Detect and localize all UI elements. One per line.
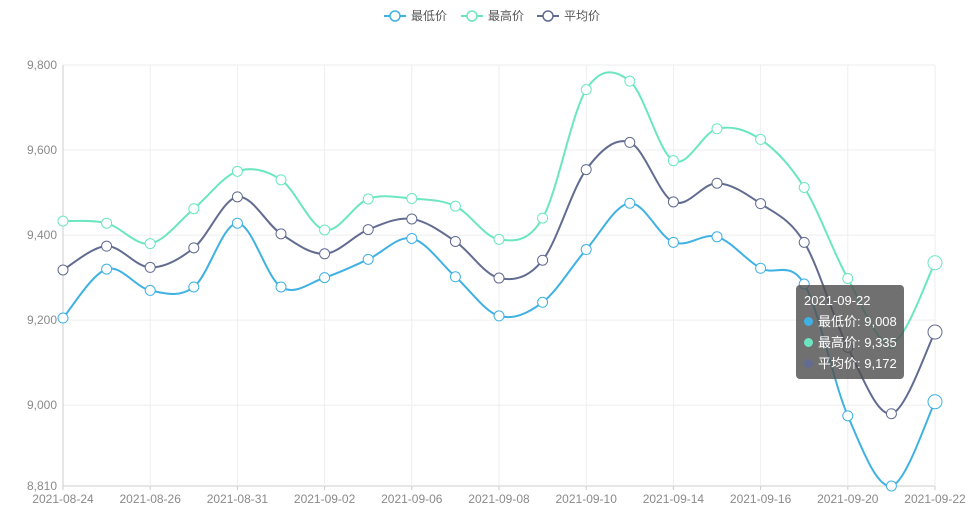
data-point: [362, 193, 374, 205]
x-tick-label: 2021-09-02: [294, 492, 356, 506]
data-point: [319, 272, 331, 284]
tooltip-dot-min: [804, 317, 813, 326]
data-point: [493, 233, 505, 245]
x-tick-label: 2021-08-26: [120, 492, 182, 506]
axes: 8,810 9,000 9,200 9,400 9,600 9,800 2021-08-24…: [27, 58, 966, 506]
x-tick-label: 2021-09-10: [556, 492, 618, 506]
tooltip-date: 2021-09-22: [804, 293, 871, 308]
data-point: [406, 193, 418, 205]
tooltip-avg-label: 平均价: 9,172: [818, 356, 897, 371]
data-point: [798, 181, 810, 193]
data-point: [624, 197, 636, 209]
data-point: [406, 213, 418, 225]
legend[interactable]: 最低价 最高价 平均价: [384, 8, 600, 23]
series-lines: [57, 71, 943, 492]
data-point: [144, 238, 156, 250]
data-point: [449, 271, 461, 283]
data-point: [188, 281, 200, 293]
data-point: [667, 196, 679, 208]
data-point: [493, 272, 505, 284]
data-point: [319, 248, 331, 260]
data-point: [927, 255, 943, 271]
data-point: [885, 480, 897, 492]
data-point: [449, 235, 461, 247]
data-point: [275, 228, 287, 240]
data-point: [231, 191, 243, 203]
data-point: [101, 263, 113, 275]
data-point: [711, 123, 723, 135]
data-point: [362, 253, 374, 265]
tooltip-max-label: 最高价: 9,335: [818, 335, 897, 350]
x-tick-label: 2021-08-24: [32, 492, 94, 506]
data-point: [319, 224, 331, 236]
data-point: [144, 284, 156, 296]
data-point: [842, 272, 854, 284]
x-tick-label: 2021-08-31: [207, 492, 269, 506]
x-tick-label: 2021-09-22: [904, 492, 966, 506]
y-tick-label: 9,400: [27, 228, 57, 242]
data-point: [57, 215, 69, 227]
data-point: [57, 264, 69, 276]
data-point: [580, 164, 592, 176]
x-tick-label: 2021-09-06: [381, 492, 443, 506]
data-point: [537, 254, 549, 266]
x-tick-label: 2021-09-16: [730, 492, 792, 506]
data-point: [188, 242, 200, 254]
data-point: [449, 200, 461, 212]
data-point: [755, 198, 767, 210]
y-tick-label: 9,800: [27, 58, 57, 72]
legend-marker-1: [466, 10, 478, 22]
data-point: [667, 155, 679, 167]
x-tick-label: 2021-09-08: [468, 492, 530, 506]
data-point: [57, 312, 69, 324]
data-point: [231, 217, 243, 229]
legend-marker-0: [389, 10, 401, 22]
y-tick-label: 9,600: [27, 143, 57, 157]
x-tick-label: 2021-09-14: [643, 492, 705, 506]
data-point: [798, 236, 810, 248]
data-point: [580, 84, 592, 96]
data-point: [755, 262, 767, 274]
legend-label-1: 最高价: [488, 8, 524, 23]
data-point: [101, 217, 113, 229]
data-point: [144, 261, 156, 273]
data-point: [493, 310, 505, 322]
data-point: [537, 212, 549, 224]
data-point: [275, 281, 287, 293]
data-point: [231, 165, 243, 177]
y-tick-label: 9,000: [27, 398, 57, 412]
tooltip-row-min: 最低价: 9,008: [804, 311, 897, 332]
data-point: [406, 233, 418, 245]
tooltip-dot-avg: [804, 359, 813, 368]
data-point: [885, 408, 897, 420]
data-point: [362, 224, 374, 236]
data-point: [667, 236, 679, 248]
tooltip-row-max: 最高价: 9,335: [804, 332, 897, 353]
tooltip-row-avg: 平均价: 9,172: [804, 353, 897, 374]
data-point: [842, 410, 854, 422]
data-point: [711, 231, 723, 243]
tooltip-dot-max: [804, 338, 813, 347]
data-point: [624, 136, 636, 148]
legend-label-2: 平均价: [564, 9, 600, 23]
tooltip: 2021-09-22 最低价: 9,008 最高价: 9,335 平均价: 9,…: [796, 285, 904, 379]
legend-marker-2: [542, 10, 554, 22]
y-tick-label: 9,200: [27, 313, 57, 327]
grid-lines: [62, 64, 936, 487]
tooltip-min-label: 最低价: 9,008: [818, 314, 897, 329]
data-point: [711, 177, 723, 189]
legend-label-0: 最低价: [411, 9, 447, 23]
data-point: [101, 240, 113, 252]
data-point: [927, 324, 943, 340]
data-point: [927, 394, 943, 410]
data-point: [624, 75, 636, 87]
data-point: [537, 296, 549, 308]
data-point: [580, 244, 592, 256]
y-tick-label: 8,810: [27, 479, 57, 493]
data-point: [755, 133, 767, 145]
data-point: [188, 203, 200, 215]
data-point: [275, 174, 287, 186]
x-tick-label: 2021-09-20: [817, 492, 879, 506]
